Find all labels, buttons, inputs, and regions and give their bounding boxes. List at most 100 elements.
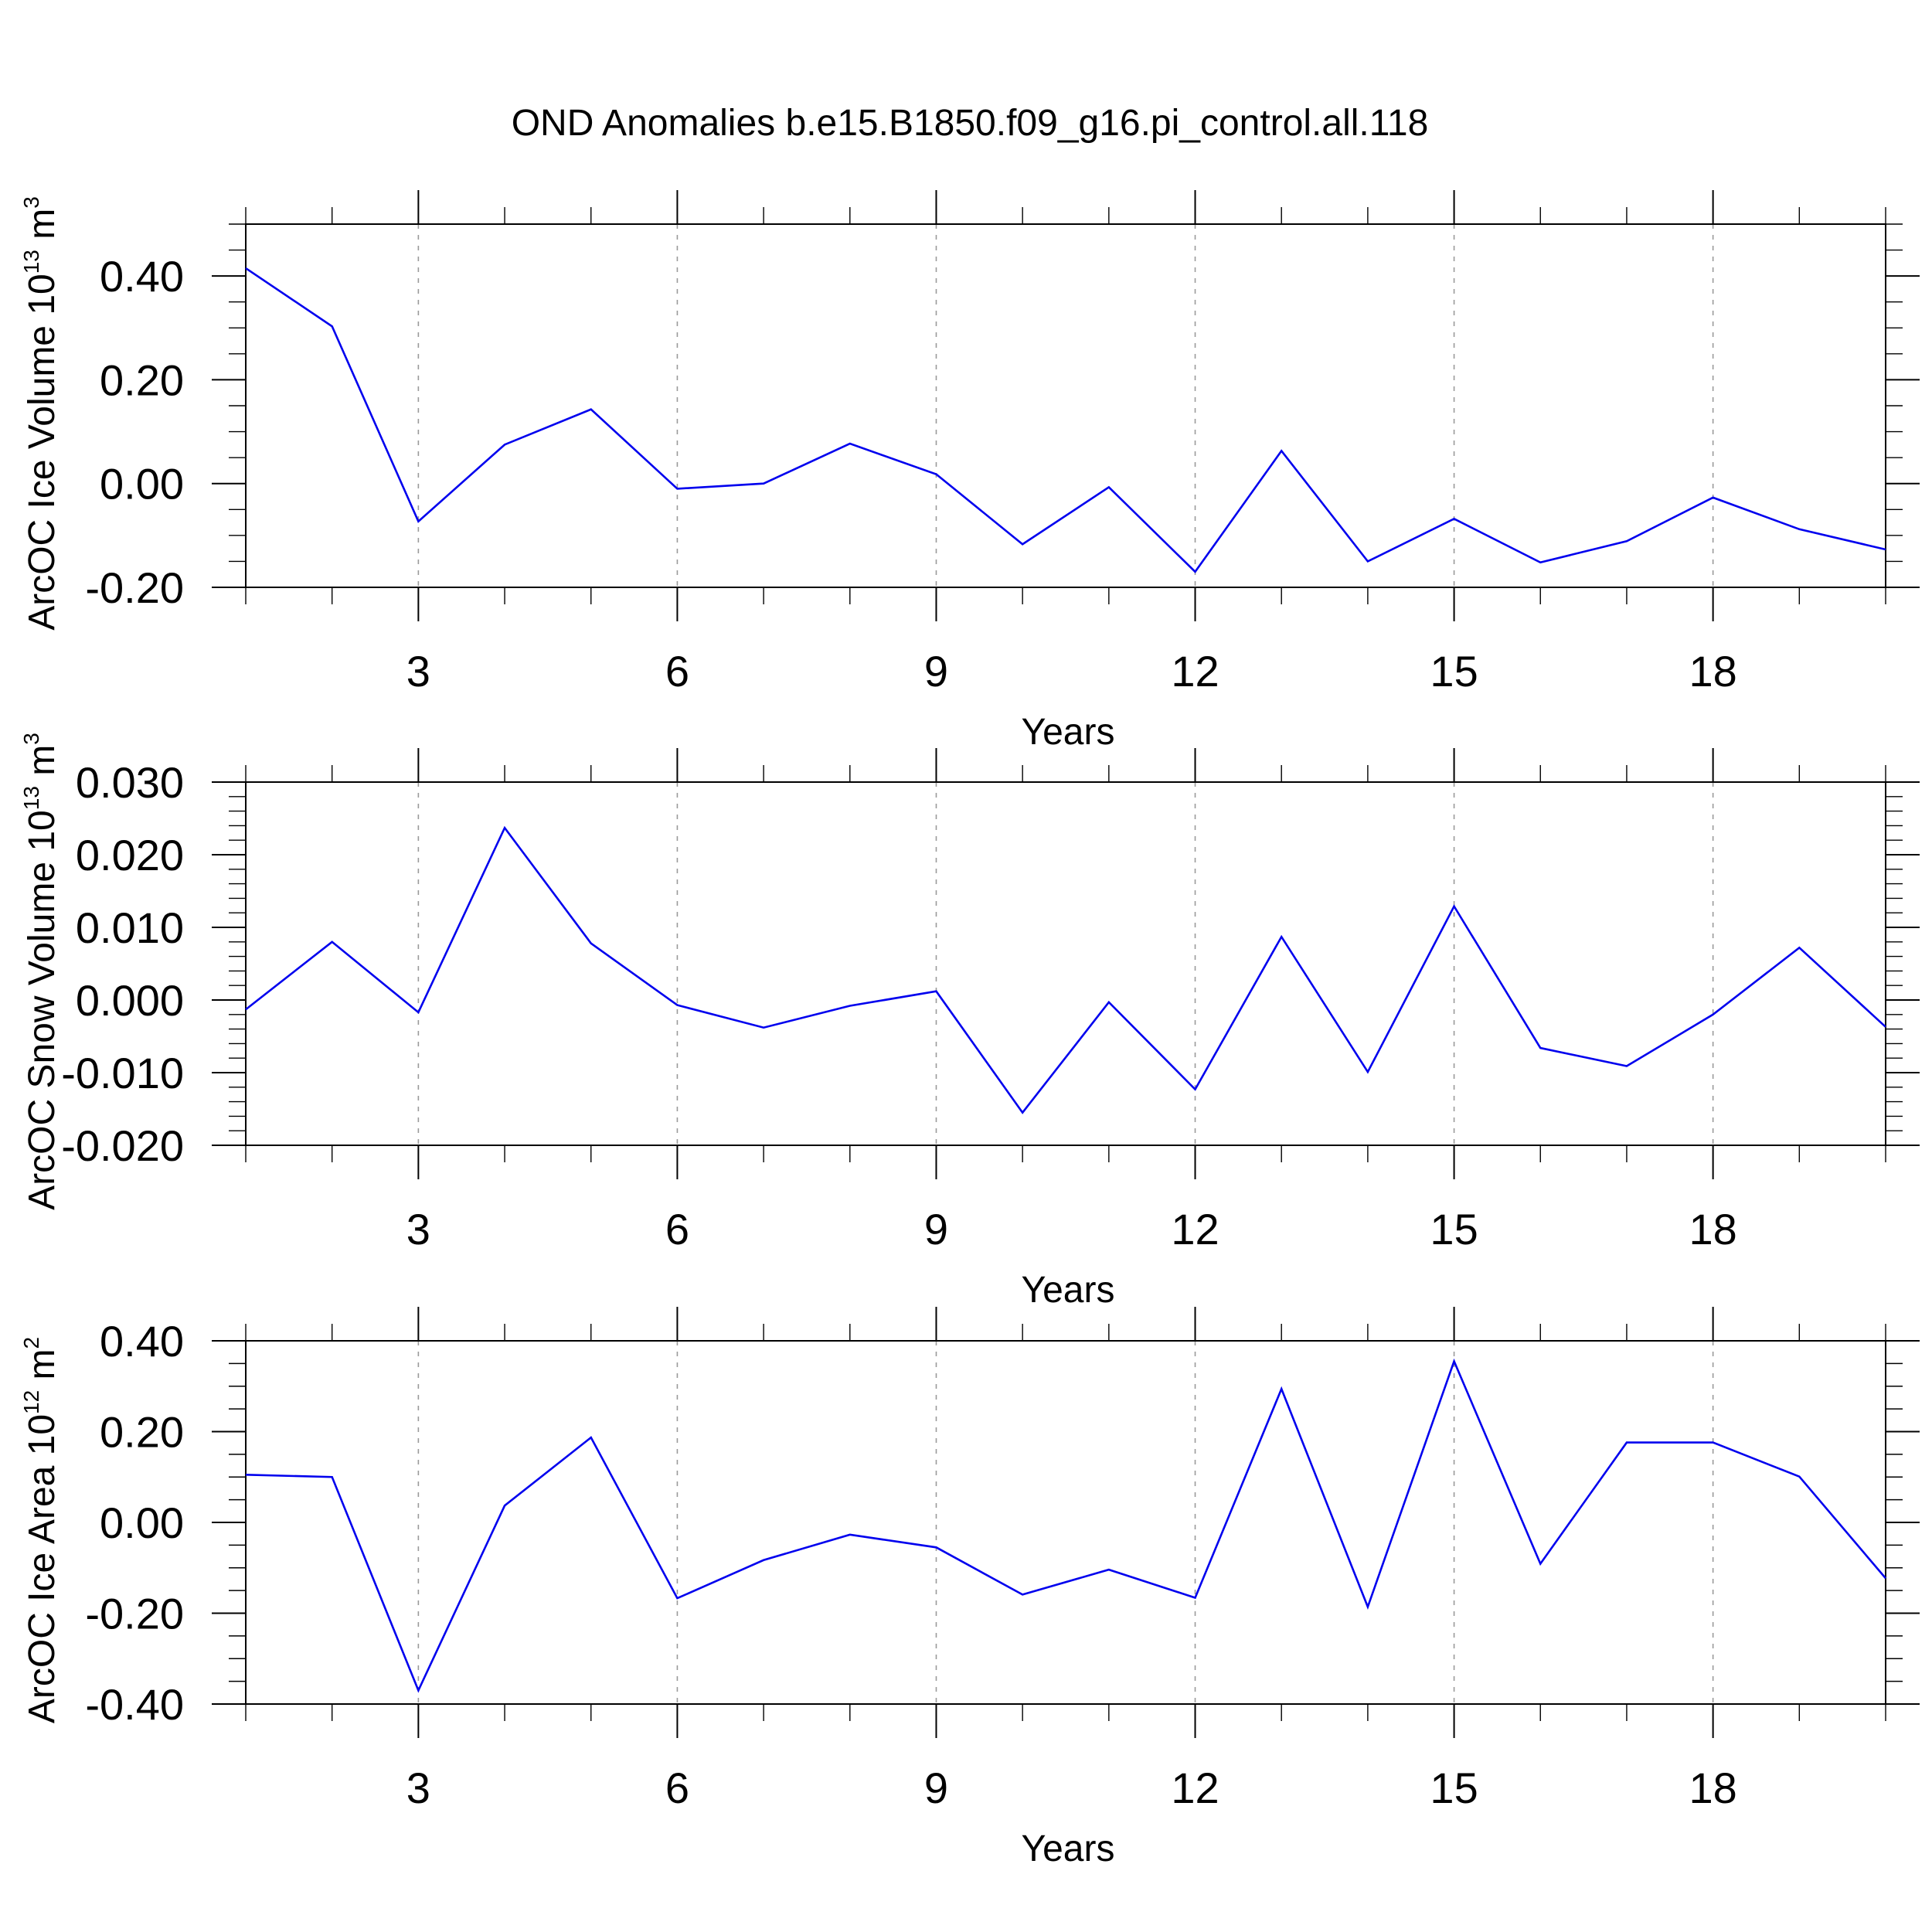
data-point [590, 942, 593, 945]
y-axis-label-unit: m [22, 209, 63, 250]
y-tick-label: 0.030 [76, 758, 184, 807]
data-point [1884, 548, 1887, 551]
data-point [1366, 1605, 1369, 1608]
data-point [1884, 1577, 1887, 1580]
data-point [331, 940, 334, 944]
data-point [417, 1689, 420, 1692]
data-point [1453, 1359, 1456, 1362]
data-point [934, 990, 937, 993]
x-tick-label: 3 [406, 1764, 430, 1812]
data-point [1539, 1562, 1542, 1565]
data-point [1712, 1441, 1715, 1444]
y-axis-label: ArcOC Snow Volume 1013 m3 [19, 733, 63, 1210]
data-point [675, 487, 679, 490]
y-tick-label: -0.20 [85, 1590, 184, 1638]
x-axis-label: Years [1022, 712, 1115, 753]
data-point [1194, 1597, 1197, 1600]
y-axis-label-unit: m [22, 745, 63, 786]
chart-title: OND Anomalies b.e15.B1850.f09_g16.pi_con… [512, 103, 1429, 144]
data-point [503, 443, 506, 446]
panel-1: -0.20 0.00 0.20 0.40 3 6 9 12 15 18 Years ArcOC Ice… [19, 190, 1920, 753]
data-point [1539, 561, 1542, 564]
data-point [1280, 935, 1283, 938]
y-axis-label-unit-exponent: 2 [19, 1337, 43, 1349]
y-tick-label: 0.20 [100, 355, 184, 404]
x-tick-label: 3 [406, 1205, 430, 1253]
data-point [1366, 560, 1369, 563]
plot-frame [245, 781, 1886, 1146]
data-point [762, 1559, 765, 1562]
y-axis-label-unit-exponent: 3 [19, 196, 43, 209]
x-tick-label: 18 [1689, 1205, 1736, 1253]
data-point [934, 473, 937, 476]
y-axis-label-text: ArcOC Ice Volume 10 [22, 274, 63, 631]
data-point [1539, 1046, 1542, 1049]
y-tick-label: 0.00 [100, 1498, 184, 1547]
series-line [245, 825, 1886, 1114]
y-tick-label: -0.40 [85, 1680, 184, 1729]
y-tick-label: -0.20 [85, 563, 184, 612]
data-point [244, 267, 247, 270]
x-tick-label: 6 [665, 1205, 689, 1253]
x-tick-label: 9 [924, 1205, 948, 1253]
panel-3: -0.40 -0.20 0.00 0.20 0.40 3 6 9 12 15 18 Years ArcO… [19, 1307, 1920, 1869]
y-tick-label: 0.010 [76, 903, 184, 952]
data-point [1021, 543, 1024, 546]
y-tick-label: 0.40 [100, 252, 184, 301]
y-tick-label: 0.20 [100, 1408, 184, 1457]
x-tick-label: 12 [1171, 1764, 1219, 1812]
x-tick-label: 18 [1689, 647, 1736, 696]
data-point [1453, 517, 1456, 520]
data-point [1798, 1475, 1801, 1478]
data-point [762, 1026, 765, 1029]
y-axis-label-unit: m [22, 1349, 63, 1389]
x-tick-label: 6 [665, 647, 689, 696]
y-tick-label: 0.000 [76, 976, 184, 1025]
data-point [1107, 1568, 1111, 1571]
data-point [1107, 485, 1111, 488]
data-point [417, 520, 420, 523]
data-point [1712, 1013, 1715, 1016]
data-point [244, 1473, 247, 1476]
data-point [244, 1008, 247, 1011]
data-point [675, 1597, 679, 1600]
data-point [1798, 528, 1801, 531]
y-axis-label-exponent: 13 [19, 786, 43, 810]
panels: -0.20 0.00 0.20 0.40 3 6 9 12 15 18 Years ArcOC Ice… [19, 190, 1920, 1869]
y-axis-label-text: ArcOC Snow Volume 10 [22, 810, 63, 1210]
data-point [1280, 1387, 1283, 1390]
x-tick-label: 15 [1430, 1764, 1478, 1812]
y-tick-label: -0.010 [61, 1049, 184, 1097]
plot-frame [245, 1340, 1886, 1705]
x-tick-label: 18 [1689, 1764, 1736, 1812]
series-line [245, 267, 1886, 573]
data-point [849, 1005, 852, 1008]
data-point [1884, 1026, 1887, 1029]
data-point [762, 482, 765, 485]
data-point [934, 1546, 937, 1549]
data-point [675, 1004, 679, 1007]
y-tick-label: 0.40 [100, 1317, 184, 1366]
data-point [1021, 1111, 1024, 1114]
plot-frame [245, 223, 1886, 588]
x-tick-label: 9 [924, 647, 948, 696]
y-tick-label: 0.00 [100, 460, 184, 509]
y-axis-label-exponent: 13 [19, 250, 43, 274]
data-point [849, 1533, 852, 1536]
data-point [331, 1475, 334, 1478]
data-point [417, 1011, 420, 1014]
data-point [1194, 570, 1197, 573]
data-point [1280, 449, 1283, 452]
data-point [1194, 1088, 1197, 1091]
y-axis-label-unit-exponent: 3 [19, 733, 43, 745]
series-line [245, 1358, 1886, 1693]
x-tick-label: 3 [406, 647, 430, 696]
data-point [1712, 496, 1715, 499]
x-tick-label: 6 [665, 1764, 689, 1812]
data-point [1366, 1070, 1369, 1073]
y-tick-label: 0.020 [76, 831, 184, 879]
y-tick-label: -0.020 [61, 1121, 184, 1170]
x-axis-label: Years [1022, 1270, 1115, 1311]
x-tick-label: 15 [1430, 647, 1478, 696]
